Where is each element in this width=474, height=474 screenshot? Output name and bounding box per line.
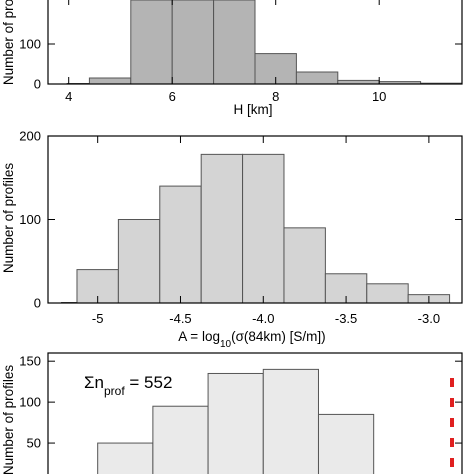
panel-bottom-histogram: 50 100 150 Σnprof = 552 Number of profiles [1, 352, 463, 474]
bottom-axes: 50 100 150 [19, 352, 463, 474]
x-tick-label: -3.0 [418, 311, 440, 326]
top-bars [66, 0, 463, 85]
histogram-bar [262, 368, 319, 474]
panel-middle-histogram: -5 -4.5 -4.0 -3.5 -3.0 0 100 200 A = log10(σ(84… [1, 129, 463, 350]
y-tick-label: 50 [27, 436, 41, 451]
x-tick-label: -5 [92, 311, 104, 326]
y-tick-label: 100 [19, 37, 41, 52]
y-tick-label: 0 [34, 296, 41, 311]
middle-bars [61, 153, 451, 304]
y-tick-label: 200 [19, 129, 41, 144]
top-y-axis-label: Number of profiles [1, 0, 16, 85]
x-tick-label: 4 [65, 89, 72, 104]
middle-x-axis-label: A = log10(σ(84km) [S/m]) [178, 329, 325, 350]
x-tick-label: 10 [372, 89, 386, 104]
plot-frame [47, 352, 463, 474]
x-tick-label: 6 [169, 89, 176, 104]
histogram-bar [97, 442, 154, 474]
histogram-bar [130, 0, 173, 85]
histogram-bar [295, 71, 339, 85]
y-tick-label: 150 [19, 354, 41, 369]
histogram-bar [171, 0, 215, 85]
histogram-bar [152, 405, 209, 474]
histogram-bar [317, 413, 375, 474]
x-tick-label: -4.0 [252, 311, 274, 326]
y-tick-label: 100 [19, 395, 41, 410]
bottom-bars [97, 368, 375, 474]
top-x-axis-label: H [km] [234, 102, 273, 117]
y-tick-label: 100 [19, 212, 41, 227]
x-tick-label: -4.5 [169, 311, 191, 326]
histogram-bar [213, 0, 256, 85]
histogram-bar [366, 283, 409, 304]
histogram-bar [242, 153, 285, 304]
x-tick-label: -3.5 [335, 311, 357, 326]
x-tick-label: 8 [272, 89, 279, 104]
y-tick-label: 0 [34, 77, 41, 92]
bottom-y-axis-label: Number of profiles [1, 365, 16, 474]
histogram-bar [200, 153, 244, 304]
histogram-bar [88, 77, 132, 85]
histogram-bar [207, 372, 264, 474]
histogram-bar [117, 219, 161, 304]
histogram-bar [159, 185, 202, 304]
histogram-bar [283, 227, 326, 304]
total-profiles-annotation: Σnprof = 552 [84, 373, 172, 398]
middle-axes: -5 -4.5 -4.0 -3.5 -3.0 0 100 200 [19, 129, 463, 326]
middle-y-axis-label: Number of profiles [1, 163, 16, 274]
plot-frame [47, 0, 463, 85]
